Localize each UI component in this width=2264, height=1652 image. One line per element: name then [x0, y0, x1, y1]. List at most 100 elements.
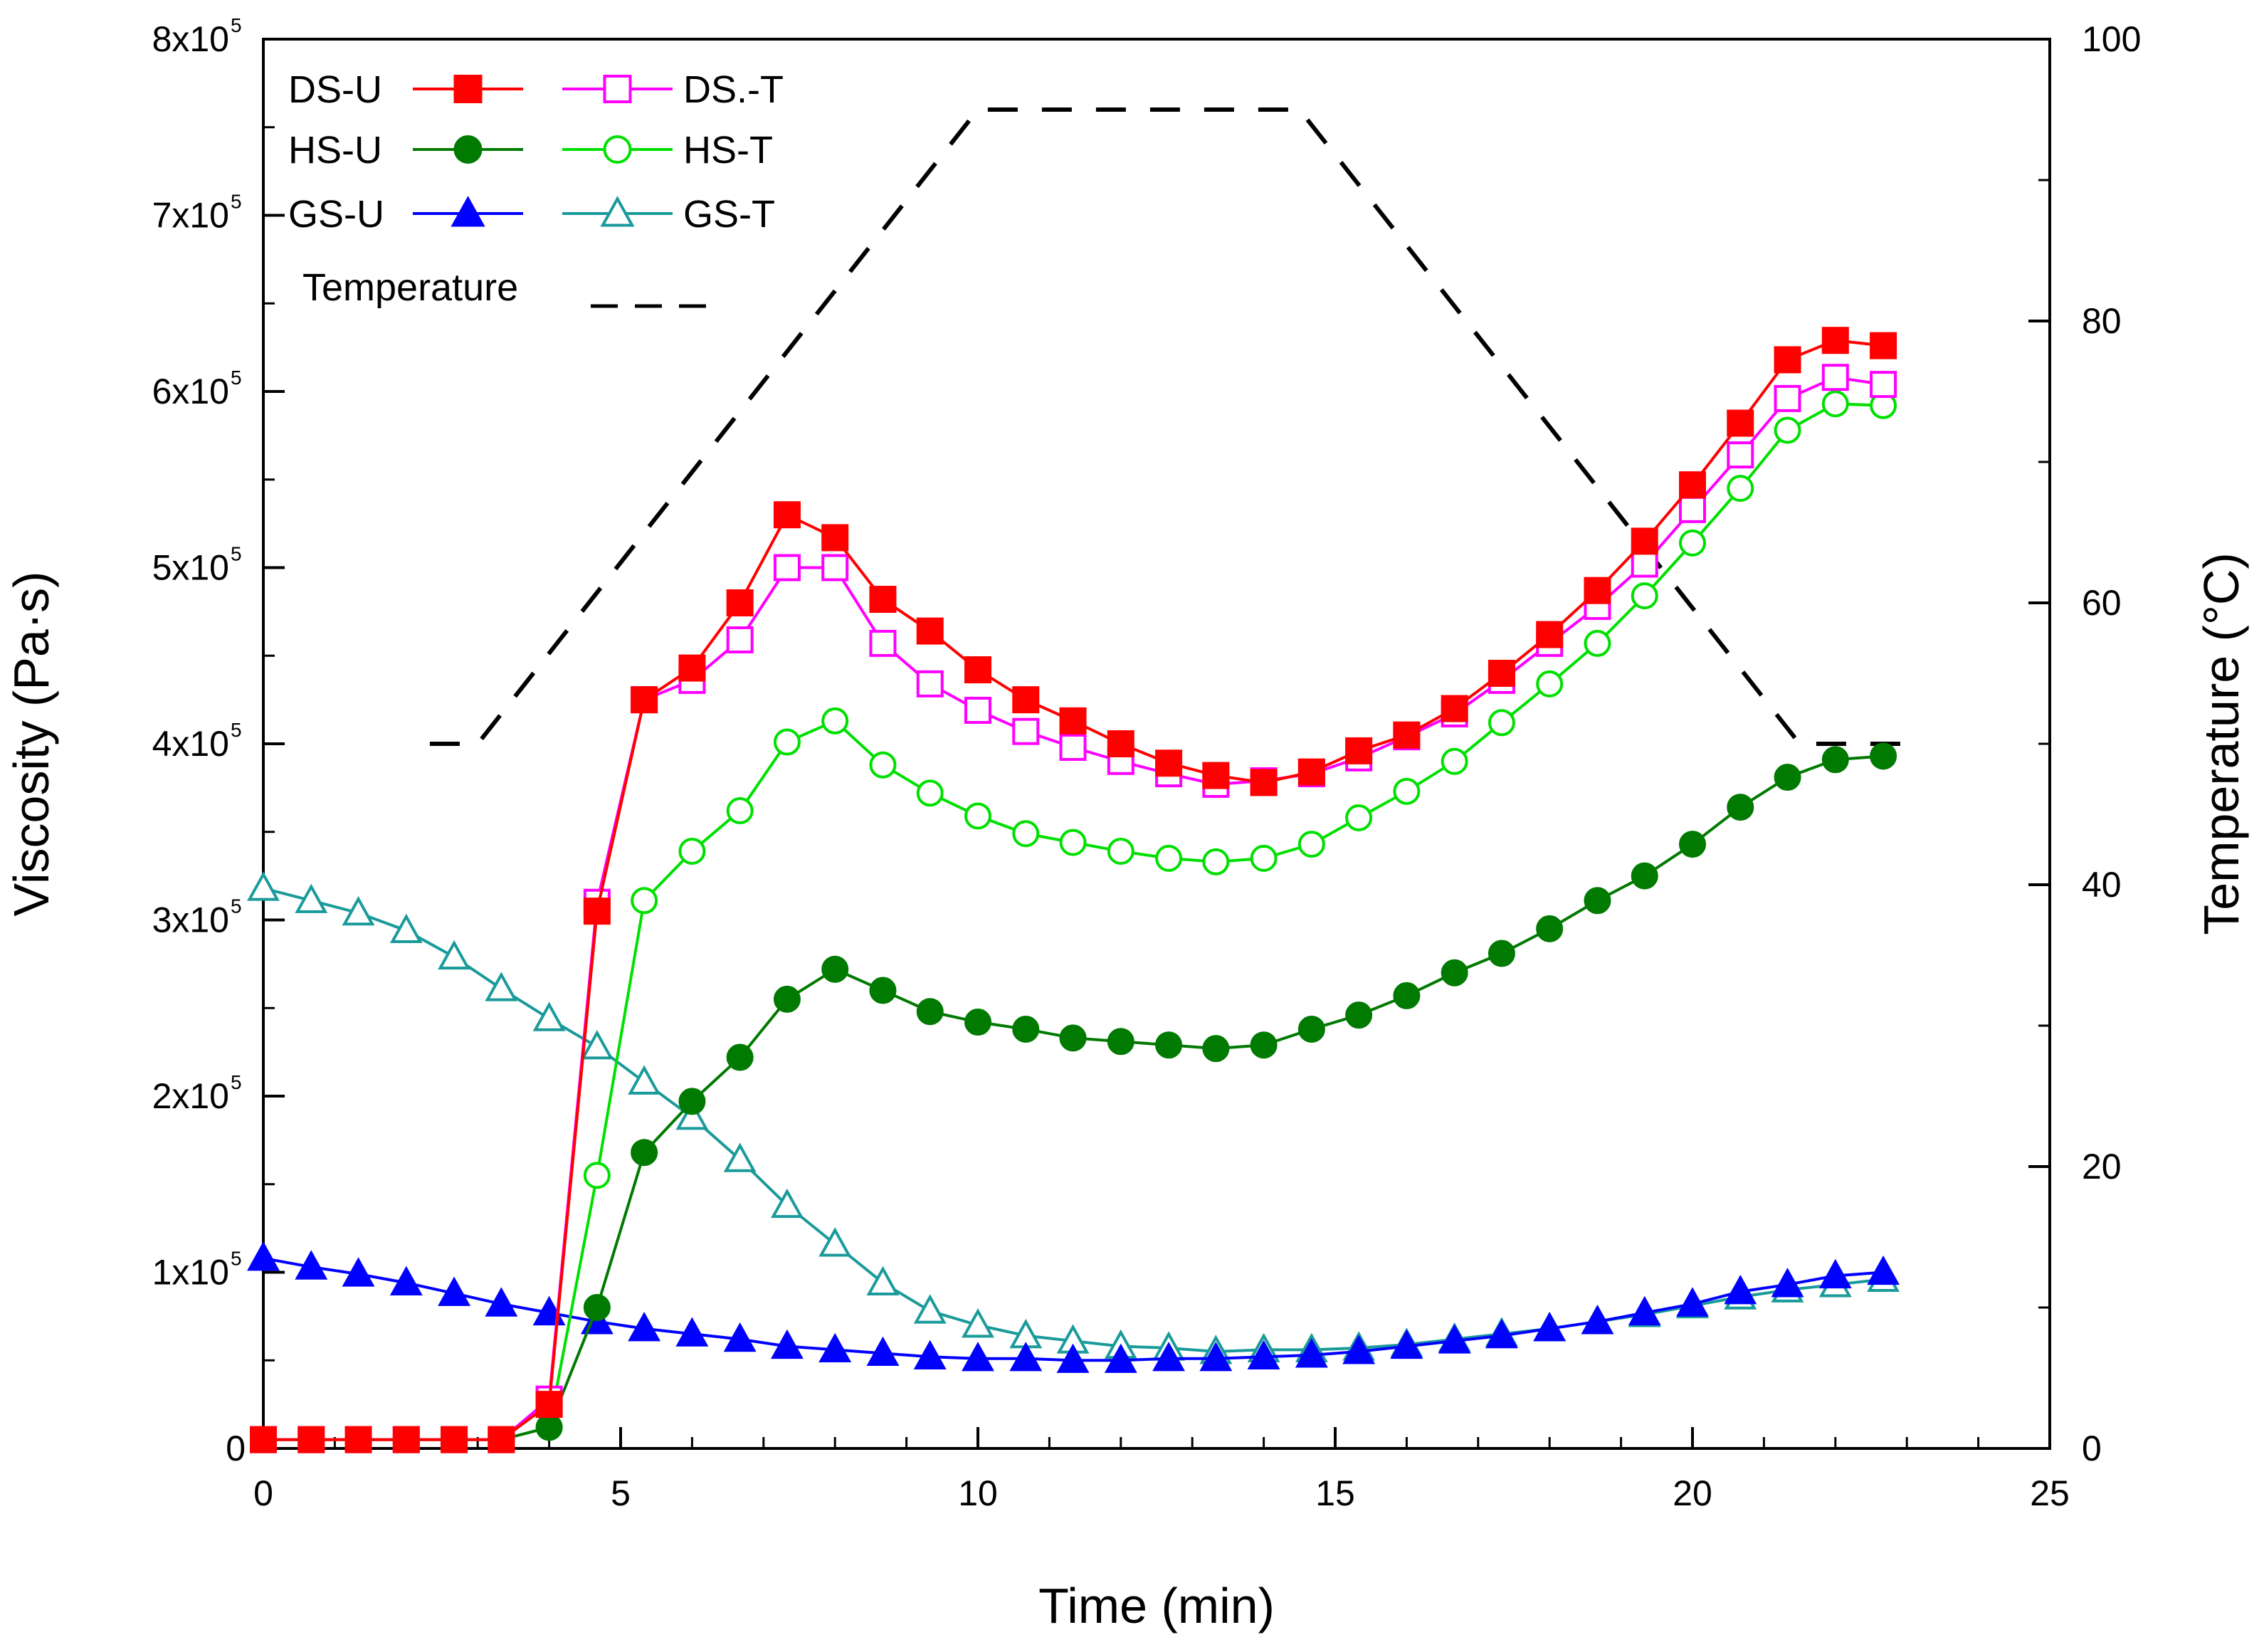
data-point-ds-u [344, 1426, 372, 1453]
x-tick-label: 5 [611, 1473, 631, 1513]
legend-marker-gs-t [600, 196, 635, 227]
y-tick-exponent: 5 [231, 1248, 242, 1270]
data-point-ds-t [1870, 371, 1897, 399]
data-point-gs-t [532, 1001, 566, 1031]
data-point-gs-u [628, 1312, 661, 1342]
data-point-hs-t [1297, 831, 1325, 858]
data-point-ds-t [1679, 495, 1706, 523]
data-point-ds-t [1821, 364, 1849, 391]
y-tick-exponent: 5 [231, 367, 242, 389]
legend-label-gs-t: GS-T [683, 193, 775, 236]
data-point-gs-t [962, 1308, 994, 1338]
data-point-gs-t [866, 1266, 900, 1295]
data-point-ds-u [1584, 577, 1611, 604]
data-point-ds-u [1441, 695, 1468, 722]
y2-tick-label: 100 [2082, 19, 2141, 59]
data-point-gs-u [1390, 1329, 1423, 1359]
data-point-hs-u [916, 998, 944, 1026]
data-point-hs-u [583, 1294, 611, 1321]
data-point-ds-t [1631, 550, 1658, 578]
legend-marker-ds-t [603, 75, 632, 103]
series-line-gs-t [263, 887, 1884, 1353]
data-point-hs-u [964, 1009, 991, 1036]
data-point-ds-u [1012, 686, 1040, 714]
data-point-hs-t [916, 779, 944, 807]
legend-label-ds-t: DS.-T [683, 68, 784, 111]
legend-marker-hs-u [453, 135, 483, 164]
data-point-ds-u [1393, 721, 1421, 749]
data-point-hs-t [773, 728, 801, 756]
y-tick-exponent: 5 [231, 191, 242, 213]
data-point-hs-t [1584, 629, 1611, 657]
data-point-hs-u [1488, 940, 1515, 967]
y2-tick-label: 20 [2082, 1147, 2122, 1187]
data-point-gs-t [389, 913, 423, 943]
data-point-ds-u [869, 586, 897, 614]
data-point-ds-t [1774, 384, 1801, 412]
y-tick-label: 1x10 [152, 1253, 229, 1293]
data-point-hs-u [1536, 915, 1564, 942]
y-tick-label: 5x10 [152, 548, 229, 588]
plot-frame [262, 38, 2051, 1450]
x-axis-title: Time (min) [1038, 1578, 1275, 1633]
data-point-gs-t [295, 883, 328, 913]
data-point-gs-t [247, 871, 280, 901]
x-tick-label: 25 [2030, 1473, 2070, 1513]
y-tick-exponent: 5 [231, 1071, 242, 1093]
x-tick-label: 15 [1315, 1473, 1355, 1513]
data-point-gs-u [342, 1257, 375, 1287]
y2-tick-label: 40 [2082, 865, 2122, 905]
data-point-gs-u [1676, 1287, 1709, 1317]
data-point-ds-u [1202, 762, 1230, 789]
data-point-hs-t [678, 837, 706, 865]
data-point-hs-t [1107, 837, 1134, 865]
legend: DS-U DS.-T HS-U HS-T GS-U GS-T Temperature [288, 68, 784, 309]
data-point-hs-u [1155, 1031, 1183, 1059]
y2-tick-label: 0 [2082, 1429, 2102, 1468]
data-point-ds-u [1059, 707, 1087, 735]
data-point-ds-u [631, 686, 658, 714]
data-point-hs-u [1679, 831, 1706, 858]
data-point-hs-t [583, 1162, 611, 1189]
data-point-ds-u [1727, 409, 1754, 437]
data-point-hs-t [1536, 670, 1564, 698]
data-point-hs-t [964, 802, 991, 830]
data-point-hs-u [1250, 1031, 1278, 1059]
data-point-hs-t [1441, 747, 1468, 775]
data-point-gs-u [1199, 1342, 1233, 1372]
data-point-hs-t [631, 887, 658, 915]
data-point-gs-u [1247, 1340, 1280, 1369]
y-tick-label: 6x10 [152, 372, 229, 411]
data-point-hs-u [1441, 959, 1468, 987]
data-point-hs-t [1727, 475, 1754, 503]
legend-label-hs-u: HS-U [288, 129, 382, 172]
x-tick-label: 0 [253, 1473, 273, 1513]
data-point-gs-t [818, 1227, 852, 1257]
data-point-hs-t [1488, 709, 1515, 737]
data-point-gs-u [1485, 1318, 1518, 1349]
data-point-hs-t [1774, 416, 1801, 444]
temperature-layer [429, 107, 1907, 746]
data-point-ds-u [1774, 346, 1801, 374]
data-point-hs-u [631, 1139, 658, 1167]
data-point-gs-u [389, 1266, 423, 1295]
data-point-ds-u [583, 898, 611, 925]
data-point-gs-u [1438, 1324, 1471, 1354]
data-point-ds-u [1155, 749, 1183, 777]
series-layer [247, 327, 1900, 1453]
data-point-hs-u [1727, 794, 1754, 821]
data-point-gs-u [1628, 1295, 1661, 1326]
legend-label-temperature: Temperature [302, 266, 518, 309]
data-point-ds-u [678, 654, 706, 682]
data-point-hs-u [1393, 982, 1421, 1009]
data-point-gs-u [247, 1241, 280, 1271]
data-point-hs-t [1679, 529, 1706, 557]
data-point-gs-u [295, 1250, 328, 1280]
legend-marker-ds-u [453, 75, 483, 103]
temperature-line [429, 107, 1907, 746]
data-point-hs-u [1012, 1015, 1040, 1043]
data-point-ds-u [1821, 327, 1849, 354]
data-point-ds-u [535, 1391, 563, 1419]
data-point-gs-u [1152, 1342, 1186, 1372]
